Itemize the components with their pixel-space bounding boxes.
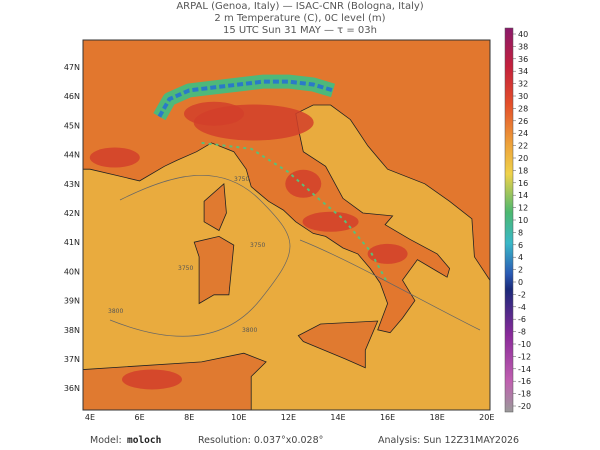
lon-label: 18E	[430, 413, 445, 422]
lon-label: 20E	[479, 413, 494, 422]
lon-label: 14E	[330, 413, 345, 422]
colorbar-tick-label: 18	[518, 166, 528, 175]
colorbar-tick-label: 6	[518, 241, 523, 250]
map-area	[83, 40, 490, 410]
contour-label: 3800	[108, 308, 123, 315]
lat-label: 45N	[64, 121, 80, 130]
colorbar-tick-label: 32	[518, 80, 528, 89]
lat-label: 38N	[64, 326, 80, 335]
hot-area	[184, 101, 244, 126]
contour-label: 3750	[250, 242, 265, 249]
colorbar-tick-label: -6	[518, 315, 526, 324]
colorbar-tick-label: 2	[518, 266, 523, 275]
header-line: 2 m Temperature (C), 0C level (m)	[214, 13, 385, 24]
colorbar-tick-label: -2	[518, 290, 526, 299]
colorbar-tick-label: 20	[518, 154, 528, 163]
map-frame	[82, 39, 491, 411]
colorbar-tick-label: -20	[518, 402, 531, 411]
colorbar-tick-label: 10	[518, 216, 528, 225]
colorbar-tick-label: -16	[518, 377, 531, 386]
colorbar-tick-label: 40	[518, 30, 528, 39]
colorbar-tick-label: -18	[518, 390, 531, 399]
colorbar-tick-label: 4	[518, 253, 523, 262]
hot-area	[285, 169, 322, 198]
colorbar-tick-label: 16	[518, 179, 528, 188]
lat-label: 42N	[64, 209, 80, 218]
lat-label: 37N	[64, 355, 80, 364]
footer-analysis: Analysis: Sun 12Z31MAY2026	[378, 435, 519, 446]
lon-label: 10E	[231, 413, 246, 422]
lat-label: 46N	[64, 92, 80, 101]
hot-area	[89, 147, 140, 168]
contour	[109, 174, 291, 337]
colorbar-tick-label: 38	[518, 42, 528, 51]
land	[193, 235, 235, 305]
lat-label: 39N	[64, 297, 80, 306]
colorbar-tick-label: 36	[518, 55, 528, 64]
lon-label: 6E	[135, 413, 145, 422]
lat-label: 40N	[64, 267, 80, 276]
contour-label: 3750	[234, 176, 249, 183]
lat-label: 43N	[64, 180, 80, 189]
colorbar-tick-label: -8	[518, 328, 526, 337]
colorbar-tick-label: 8	[518, 228, 523, 237]
lon-label: 4E	[85, 413, 95, 422]
lon-label: 16E	[380, 413, 395, 422]
colorbar-tick-label: 12	[518, 204, 528, 213]
footer-model: moloch	[127, 435, 161, 446]
contour-label: 3800	[242, 327, 257, 334]
hot-area	[367, 243, 408, 264]
lat-label: 41N	[64, 238, 80, 247]
colorbar-tick-label: 14	[518, 191, 528, 200]
colorbar-tick-label: 0	[518, 278, 523, 287]
colorbar-tick-label: 26	[518, 117, 528, 126]
colorbar-tick-label: 22	[518, 142, 528, 151]
lon-label: 8E	[184, 413, 194, 422]
colorbar-tick-label: 28	[518, 104, 528, 113]
colorbar-tick-label: -10	[518, 340, 531, 349]
alps-cold	[157, 79, 334, 118]
lat-label: 44N	[64, 151, 80, 160]
hot-area	[302, 211, 359, 232]
footer-resolution: Resolution: 0.037°x0.028°	[198, 435, 323, 446]
contour-label: 3750	[178, 265, 193, 272]
colorbar-tick-label: 24	[518, 129, 528, 138]
apennines	[201, 141, 389, 284]
colorbar-tick-label: -4	[518, 303, 526, 312]
land	[297, 320, 379, 369]
header-line: ARPAL (Genoa, Italy) — ISAC-CNR (Bologna…	[176, 1, 423, 12]
contour	[299, 239, 481, 331]
footer-model-label: Model:	[90, 435, 122, 446]
colorbar-tick-label: 34	[518, 67, 528, 76]
header-line: 15 UTC Sun 31 MAY — τ = 03h	[223, 25, 377, 36]
colorbar-tick-label: -12	[518, 352, 531, 361]
lat-label: 36N	[64, 384, 80, 393]
colorbar-tick-label: 30	[518, 92, 528, 101]
colorbar-tick-label: -14	[518, 365, 531, 374]
colorbar	[504, 27, 514, 413]
land	[203, 182, 227, 232]
lon-label: 12E	[281, 413, 296, 422]
lat-label: 47N	[64, 63, 80, 72]
hot-area	[122, 369, 182, 390]
